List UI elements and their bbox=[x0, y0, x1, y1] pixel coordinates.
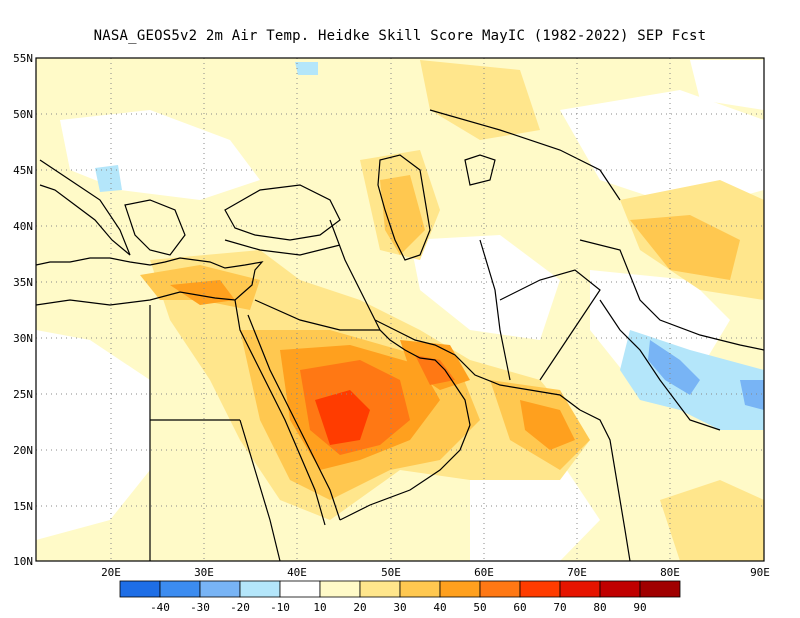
colorbar-swatch bbox=[599, 580, 641, 598]
border-africa-east bbox=[239, 419, 281, 561]
field-white-indian-ocean bbox=[470, 460, 600, 561]
gulf-coast bbox=[374, 319, 471, 426]
caspian-sea bbox=[377, 154, 431, 261]
border-saudi-north bbox=[254, 299, 380, 331]
colorbar-swatch bbox=[119, 580, 161, 598]
longitude-labels: 20E 30E 40E 50E 60E 70E 80E 90E bbox=[101, 566, 770, 579]
field-blue-bengal bbox=[740, 380, 764, 410]
field-white-mongolia bbox=[690, 60, 764, 110]
lon-label: 70E bbox=[567, 566, 587, 579]
lat-label: 50N bbox=[13, 108, 33, 121]
lat-label: 10N bbox=[13, 555, 33, 568]
colorbar-tick-label: 30 bbox=[393, 601, 406, 614]
lat-label: 45N bbox=[13, 164, 33, 177]
border-china-west bbox=[579, 239, 764, 351]
field-darkorange-pakistan bbox=[520, 400, 575, 450]
lon-label: 60E bbox=[474, 566, 494, 579]
colorbar-labels: -40 -30 -20 -10 10 20 30 40 50 60 70 80 90 bbox=[150, 601, 647, 614]
aegean-greece bbox=[124, 199, 186, 256]
border-turkey bbox=[224, 239, 341, 256]
plot-frame bbox=[35, 57, 765, 562]
coastlines-borders bbox=[36, 109, 764, 561]
colorbar-tick-label: -20 bbox=[230, 601, 250, 614]
colorbar-swatch bbox=[519, 580, 561, 598]
colorbar-tick-label: -40 bbox=[150, 601, 170, 614]
colorbar-tick-label: 40 bbox=[433, 601, 446, 614]
colorbar-tick-label: 80 bbox=[593, 601, 606, 614]
field-yellow-southeast bbox=[660, 480, 764, 561]
field-orange-china bbox=[630, 215, 740, 280]
colorbar-tick-label: 10 bbox=[313, 601, 326, 614]
field-yellow-north bbox=[420, 60, 540, 140]
colorbar-swatch bbox=[319, 580, 361, 598]
colorbar-tick-label: 60 bbox=[513, 601, 526, 614]
colorbar-swatch bbox=[399, 580, 441, 598]
field-red-gulf bbox=[415, 355, 455, 385]
black-sea bbox=[224, 184, 341, 241]
iran-coast bbox=[374, 319, 581, 411]
red-sea-west-coast bbox=[234, 299, 326, 526]
colorbar-swatch bbox=[199, 580, 241, 598]
chart-title: NASA_GEOS5v2 2m Air Temp. Heidke Skill S… bbox=[93, 28, 707, 44]
colorbar-tick-label: -10 bbox=[270, 601, 290, 614]
border-afghan-pak bbox=[499, 269, 601, 381]
lon-label: 50E bbox=[381, 566, 401, 579]
lon-label: 40E bbox=[287, 566, 307, 579]
field-white-russia bbox=[560, 90, 764, 210]
india-west-coast bbox=[579, 409, 631, 561]
lat-label: 55N bbox=[13, 52, 33, 65]
lat-label: 20N bbox=[13, 444, 33, 457]
field-blue-north bbox=[295, 62, 318, 75]
colorbar bbox=[119, 580, 681, 598]
lat-label: 30N bbox=[13, 332, 33, 345]
border-india bbox=[599, 299, 721, 431]
lon-label: 90E bbox=[750, 566, 770, 579]
colorbar-swatch bbox=[639, 580, 681, 598]
field-core-arabia bbox=[315, 390, 370, 445]
lat-label: 35N bbox=[13, 276, 33, 289]
colorbar-swatch bbox=[159, 580, 201, 598]
aral-sea bbox=[464, 154, 496, 186]
lat-label: 25N bbox=[13, 388, 33, 401]
colorbar-swatch bbox=[439, 580, 481, 598]
colorbar-swatch bbox=[239, 580, 281, 598]
field-white-iran bbox=[410, 235, 560, 340]
colorbar-swatch bbox=[479, 580, 521, 598]
field-white-sahara-west bbox=[36, 330, 150, 540]
colorbar-swatch bbox=[559, 580, 601, 598]
field-blue-greece bbox=[95, 165, 122, 192]
adriatic-italy bbox=[39, 159, 131, 256]
colorbar-swatch bbox=[279, 580, 321, 598]
field-orange-caspian bbox=[380, 175, 425, 255]
colorbar-tick-label: -30 bbox=[190, 601, 210, 614]
lat-label: 40N bbox=[13, 220, 33, 233]
colorbar-tick-label: 50 bbox=[473, 601, 486, 614]
lon-label: 30E bbox=[194, 566, 214, 579]
border-iran-east bbox=[479, 239, 511, 381]
arabian-south-coast bbox=[339, 424, 471, 521]
red-sea-east-coast bbox=[247, 314, 341, 521]
lon-label: 80E bbox=[660, 566, 680, 579]
border-iraq-iran bbox=[329, 219, 376, 321]
colorbar-tick-label: 20 bbox=[353, 601, 366, 614]
field-blue-india-core bbox=[648, 340, 700, 395]
colorbar-tick-label: 90 bbox=[633, 601, 646, 614]
skill-field bbox=[36, 58, 764, 561]
lat-label: 15N bbox=[13, 500, 33, 513]
lon-label: 20E bbox=[101, 566, 121, 579]
colorbar-swatch bbox=[359, 580, 401, 598]
border-kazakh bbox=[429, 109, 621, 201]
colorbar-tick-label: 70 bbox=[553, 601, 566, 614]
latitude-labels: 55N 50N 45N 40N 35N 30N 25N 20N 15N 10N bbox=[13, 52, 33, 568]
mediterranean-coast bbox=[36, 257, 264, 306]
